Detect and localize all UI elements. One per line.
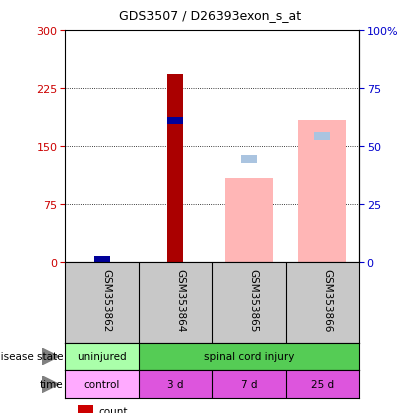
Bar: [225, 179, 273, 262]
Text: time: time: [39, 379, 63, 389]
Text: disease state: disease state: [0, 351, 63, 362]
Polygon shape: [42, 348, 59, 365]
Bar: [139, 343, 359, 370]
Text: GSM353865: GSM353865: [249, 269, 259, 332]
Bar: [314, 133, 331, 140]
Text: GSM353864: GSM353864: [176, 269, 185, 332]
Text: 25 d: 25 d: [311, 379, 334, 389]
Text: uninjured: uninjured: [77, 351, 127, 362]
Bar: [65, 370, 139, 398]
Text: count: count: [99, 406, 128, 413]
Polygon shape: [42, 376, 59, 393]
Text: 7 d: 7 d: [241, 379, 257, 389]
Text: GSM353866: GSM353866: [323, 269, 332, 332]
Text: GDS3507 / D26393exon_s_at: GDS3507 / D26393exon_s_at: [119, 9, 301, 22]
Bar: [139, 370, 359, 398]
Bar: [299, 121, 346, 262]
Bar: [94, 257, 110, 265]
Bar: [167, 75, 184, 262]
Text: control: control: [84, 379, 120, 389]
Bar: [241, 156, 257, 164]
Bar: [167, 117, 184, 125]
Text: GSM353862: GSM353862: [102, 269, 112, 332]
Bar: [65, 343, 139, 370]
Text: 3 d: 3 d: [167, 379, 184, 389]
Text: spinal cord injury: spinal cord injury: [204, 351, 294, 362]
